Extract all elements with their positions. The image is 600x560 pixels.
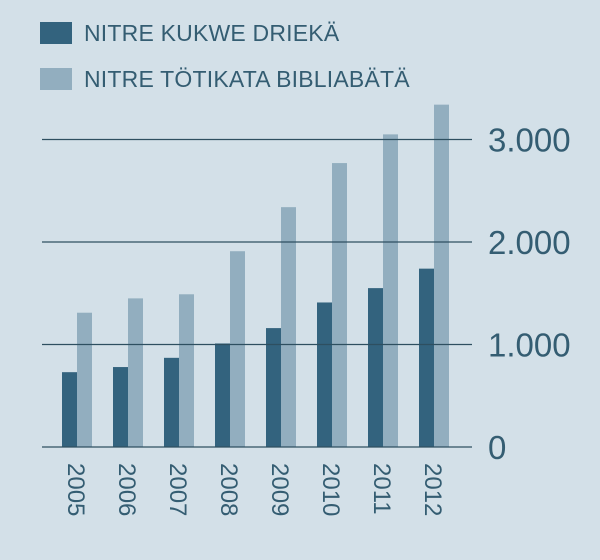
xtick-label-2005: 2005 [62, 463, 89, 516]
bar-totikata-2009 [281, 207, 296, 447]
bar-kukwe-2006 [113, 367, 128, 447]
legend-swatch-light [40, 68, 72, 90]
xtick-label-2010: 2010 [317, 463, 344, 516]
bar-totikata-2008 [230, 251, 245, 447]
xtick-label-2011: 2011 [368, 463, 395, 515]
bar-kukwe-2010 [317, 302, 332, 447]
bar-kukwe-2007 [164, 357, 179, 447]
xtick-label-2007: 2007 [164, 463, 191, 516]
legend-item-dark: NITRE KUKWE DRIEKÄ [40, 16, 410, 50]
xtick-label-2012: 2012 [419, 463, 446, 516]
legend-label-dark: NITRE KUKWE DRIEKÄ [84, 19, 340, 46]
legend-swatch-dark [40, 22, 72, 44]
bar-totikata-2012 [434, 104, 449, 448]
bar-kukwe-2008 [215, 343, 230, 447]
xtick-label-2008: 2008 [215, 463, 242, 516]
bar-kukwe-2005 [62, 372, 77, 447]
bar-kukwe-2011 [368, 288, 383, 447]
bar-totikata-2007 [179, 294, 194, 447]
ytick-label-2000: 2.000 [488, 224, 571, 261]
xtick-label-2009: 2009 [266, 463, 293, 516]
bar-totikata-2006 [128, 298, 143, 447]
xtick-label-2006: 2006 [113, 463, 140, 516]
legend-item-light: NITRE TÖTIKATA BIBLIABÄTÄ [40, 62, 410, 96]
bar-totikata-2005 [77, 312, 92, 447]
bar-kukwe-2012 [419, 268, 434, 447]
ytick-label-3000: 3.000 [488, 122, 571, 159]
ytick-label-1000: 1.000 [488, 327, 571, 364]
ytick-label-0: 0 [488, 429, 506, 466]
legend: NITRE KUKWE DRIEKÄ NITRE TÖTIKATA BIBLIA… [40, 16, 410, 108]
bar-kukwe-2009 [266, 328, 281, 447]
legend-label-light: NITRE TÖTIKATA BIBLIABÄTÄ [84, 65, 410, 92]
bar-totikata-2010 [332, 163, 347, 447]
bar-totikata-2011 [383, 134, 398, 447]
